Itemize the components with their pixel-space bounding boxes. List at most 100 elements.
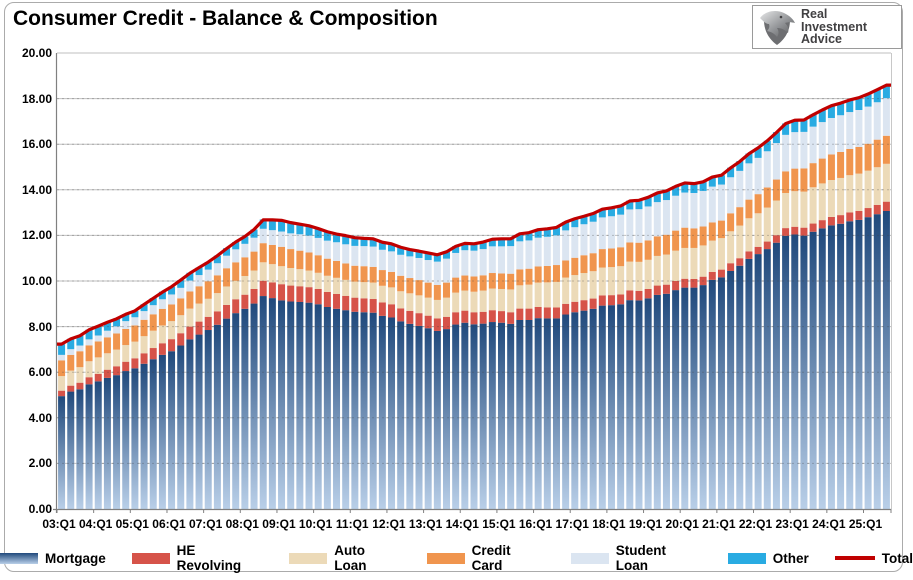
ria-logo-line: Real (801, 7, 828, 22)
x-axis-label: 05:Q1 (115, 517, 149, 531)
x-axis-label: 07:Q1 (188, 517, 223, 531)
bar-03-q4 (85, 329, 93, 509)
bar-25-q2 (873, 89, 881, 510)
y-axis-label: 12.00 (21, 228, 52, 243)
y-axis-label: 16.00 (21, 137, 52, 152)
x-axis-label: 12:Q1 (372, 517, 406, 531)
page-title: Consumer Credit - Balance & Composition (13, 7, 438, 30)
legend-line-swatch (834, 556, 875, 560)
bar-22-q2 (763, 140, 771, 509)
legend-item-student-loan: Student Loan (570, 543, 702, 573)
bar-04-q2 (103, 322, 111, 509)
bar-08-q2 (250, 229, 258, 509)
bar-11-q3 (369, 238, 377, 509)
bar-17-q2 (580, 215, 588, 509)
bars-layer (58, 85, 890, 510)
y-axis-label: 0.00 (28, 502, 52, 516)
bar-22-q4 (782, 123, 790, 509)
bar-16-q4 (562, 221, 570, 509)
y-axis-label: 8.00 (28, 319, 52, 334)
legend-item-he-revolving: HE Revolving (131, 543, 264, 573)
bar-12-q4 (415, 250, 423, 509)
bar-25-q3 (882, 85, 890, 509)
bar-03-q1 (58, 344, 66, 509)
bar-16-q3 (552, 227, 560, 509)
bar-07-q3 (223, 248, 231, 509)
x-axis-label: 13:Q1 (408, 517, 443, 531)
bar-10-q1 (314, 228, 322, 509)
legend-label: Credit Card (471, 543, 511, 573)
x-axis-label: 08:Q1 (225, 517, 259, 531)
bar-18-q1 (607, 207, 615, 509)
bar-19-q2 (653, 192, 661, 509)
bar-15-q2 (507, 238, 515, 509)
x-axis-label: 14:Q1 (445, 517, 479, 531)
bar-11-q2 (360, 238, 368, 509)
x-axis-label: 06:Q1 (152, 517, 186, 531)
bar-10-q3 (333, 233, 341, 509)
bar-11-q1 (351, 237, 359, 509)
x-axis-label: 23:Q1 (775, 517, 809, 531)
bar-08-q1 (241, 236, 249, 509)
bar-13-q4 (452, 246, 460, 509)
bar-18-q2 (617, 205, 625, 509)
ria-logo-line: Investment (801, 19, 867, 34)
x-axis-label: 22:Q1 (738, 517, 773, 531)
bar-15-q4 (525, 232, 533, 509)
bar-22-q1 (754, 147, 762, 509)
bar-14-q2 (470, 243, 478, 509)
x-axis-label: 20:Q1 (665, 517, 699, 531)
bar-08-q4 (268, 219, 276, 509)
bar-10-q4 (342, 235, 350, 509)
bar-15-q1 (497, 238, 505, 509)
bar-12-q3 (406, 249, 414, 509)
legend: Mortgage HE Revolving Auto Loan Credit Card… (0, 543, 913, 573)
bar-05-q3 (149, 298, 157, 509)
y-axis-label: 2.00 (28, 456, 52, 471)
y-axis-label: 14.00 (21, 182, 52, 197)
bar-21-q3 (736, 161, 744, 509)
gridline-overlay (57, 98, 891, 464)
bar-18-q3 (626, 200, 634, 509)
bar-14-q1 (461, 243, 469, 509)
legend-label: Other (772, 550, 809, 566)
bar-04-q1 (94, 326, 102, 509)
bar-13-q2 (433, 254, 441, 509)
bar-12-q2 (397, 247, 405, 509)
ria-logo-line: Advice (801, 32, 842, 47)
y-axis-label: 10.00 (21, 274, 52, 288)
legend-label: Total (881, 550, 913, 566)
bar-16-q2 (543, 228, 551, 509)
bar-20-q3 (699, 181, 707, 509)
x-axis-label: 15:Q1 (482, 517, 516, 531)
x-axis-label: 10:Q1 (298, 517, 333, 531)
bar-18-q4 (635, 200, 643, 509)
bar-09-q4 (305, 225, 313, 509)
legend-item-total: Total (834, 550, 913, 566)
bar-21-q2 (727, 167, 735, 509)
bar-19-q4 (672, 186, 680, 509)
bar-21-q4 (745, 153, 753, 509)
bar-11-q4 (378, 242, 386, 509)
legend-item-credit-card: Credit Card (426, 543, 545, 573)
bar-23-q3 (809, 114, 817, 509)
legend-swatch (131, 552, 170, 564)
bar-10-q2 (323, 231, 331, 509)
bar-05-q4 (158, 291, 166, 509)
bar-04-q3 (113, 318, 121, 509)
bar-14-q4 (488, 239, 496, 509)
bar-03-q2 (67, 338, 75, 509)
bar-06-q3 (186, 272, 194, 509)
legend-swatch (727, 552, 766, 564)
legend-swatch (570, 552, 609, 564)
legend-item-other: Other (727, 550, 809, 566)
legend-label: Student Loan (615, 543, 667, 573)
y-axis-label: 4.00 (28, 410, 52, 425)
bar-06-q4 (195, 267, 203, 509)
total-line (57, 83, 891, 346)
ria-eagle-logo-icon (760, 10, 795, 45)
ria-logo: Real Investment Advice (752, 5, 902, 49)
bar-09-q2 (287, 222, 295, 509)
bar-06-q1 (168, 286, 176, 509)
